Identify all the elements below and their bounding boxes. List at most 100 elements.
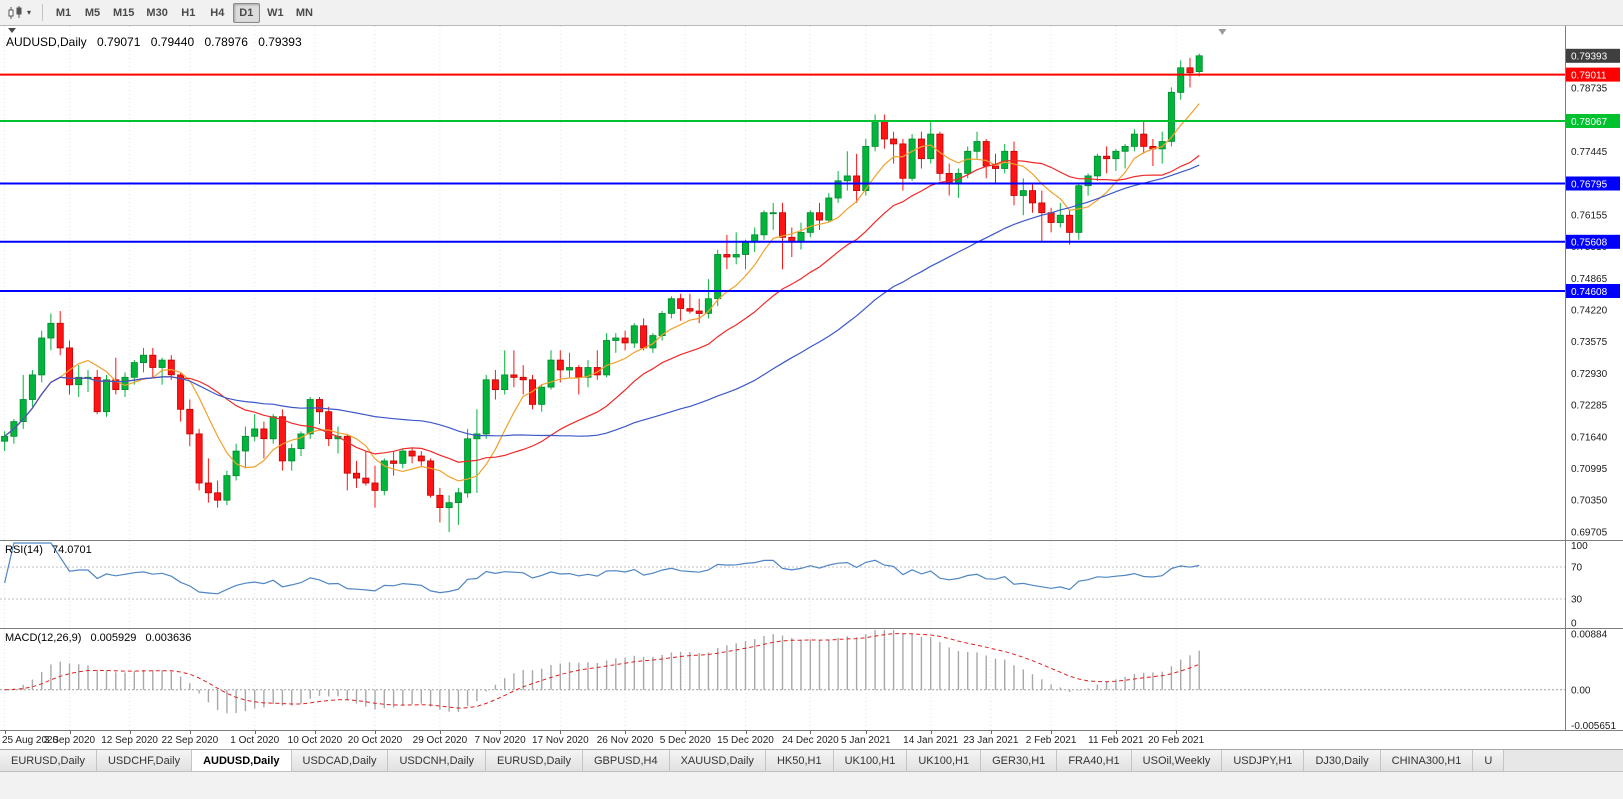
price-axis-label: 0.72930 bbox=[1571, 369, 1608, 380]
macd-main-value: 0.005929 bbox=[90, 632, 137, 644]
time-axis-tick bbox=[314, 731, 316, 734]
chart-ohlc-header: AUDUSD,Daily 0.79071 0.79440 0.78976 0.7… bbox=[6, 35, 309, 49]
time-axis-tick bbox=[1115, 731, 1117, 734]
chart-tab-audusd-daily[interactable]: AUDUSD,Daily bbox=[192, 750, 292, 771]
macd-histogram bbox=[13, 630, 1200, 714]
chart-tab-uk100-h1[interactable]: UK100,H1 bbox=[833, 750, 908, 771]
price-axis-label: 0.76155 bbox=[1571, 210, 1608, 221]
chart-tab-gbpusd-h4[interactable]: GBPUSD,H4 bbox=[583, 750, 670, 771]
timeframe-button-h4[interactable]: H4 bbox=[210, 6, 225, 19]
macd-signal-value: 0.003636 bbox=[145, 632, 192, 644]
price-axis-label: 0.77445 bbox=[1571, 147, 1608, 158]
chart-shift-marker[interactable] bbox=[1218, 29, 1227, 35]
chart-type-button[interactable]: ▾ bbox=[4, 4, 34, 22]
rsi-axis-label: 100 bbox=[1571, 541, 1588, 552]
chart-tab-usdcnh-daily[interactable]: USDCNH,Daily bbox=[388, 750, 487, 771]
chart-tab-usdcad-daily[interactable]: USDCAD,Daily bbox=[291, 750, 389, 771]
chart-tab-xauusd-daily[interactable]: XAUUSD,Daily bbox=[669, 750, 766, 771]
main-chart-canvas[interactable]: 0.787350.780900.774450.768000.761550.755… bbox=[0, 26, 1623, 540]
macd-panel-label: MACD(12,26,9) 0.005929 0.003636 bbox=[5, 632, 197, 644]
timeframe-button-w1[interactable]: W1 bbox=[267, 6, 284, 19]
main-gridlines bbox=[4, 26, 1177, 540]
time-axis-label: 25 Aug 2020 bbox=[2, 735, 59, 746]
time-axis-label: 29 Oct 2020 bbox=[412, 735, 468, 746]
price-tag-0.75608: 0.75608 bbox=[1566, 234, 1620, 249]
ohlc-high-value: 0.79440 bbox=[150, 35, 195, 49]
time-axis-tick bbox=[4, 731, 6, 734]
time-axis-label: 20 Oct 2020 bbox=[347, 735, 403, 746]
chart-tab-china300-h1[interactable]: CHINA300,H1 bbox=[1380, 750, 1474, 771]
price-axis-label: 0.74865 bbox=[1571, 274, 1608, 285]
time-axis-tick bbox=[189, 731, 191, 734]
svg-text:0.79011: 0.79011 bbox=[1571, 70, 1607, 81]
time-axis-tick bbox=[439, 731, 441, 734]
time-axis-label: 20 Feb 2021 bbox=[1148, 735, 1205, 746]
svg-text:0.75608: 0.75608 bbox=[1571, 238, 1608, 249]
timeframe-toolbar: ▾ M1 M5 M15 M30 H1 H4 D1 W1 MN bbox=[0, 0, 1623, 26]
rsi-line bbox=[4, 542, 1200, 595]
timeframe-button-m30[interactable]: M30 bbox=[146, 6, 168, 19]
time-axis-label: 17 Nov 2020 bbox=[531, 735, 589, 746]
timeframe-button-h1[interactable]: H1 bbox=[181, 6, 196, 19]
macd-chart-canvas[interactable]: 0.00884 0.00 -0.005651 bbox=[0, 628, 1623, 730]
price-axis-label: 0.74220 bbox=[1571, 306, 1608, 317]
time-axis-tick bbox=[865, 731, 867, 734]
chart-tab-usdjpy-h1[interactable]: USDJPY,H1 bbox=[1222, 750, 1305, 771]
time-axis-label: 14 Jan 2021 bbox=[903, 735, 959, 746]
time-axis-label: 10 Oct 2020 bbox=[287, 735, 343, 746]
macd-name-label: MACD(12,26,9) bbox=[5, 632, 82, 644]
rsi-current-value: 74.0701 bbox=[51, 544, 92, 556]
ohlc-close-value: 0.79393 bbox=[258, 35, 302, 49]
time-axis-label: 24 Dec 2020 bbox=[781, 735, 839, 746]
ma-7-line bbox=[4, 103, 1200, 482]
timeframe-button-m1[interactable]: M1 bbox=[55, 6, 72, 19]
svg-text:0.76795: 0.76795 bbox=[1571, 179, 1608, 190]
macd-axis-label: 0.00884 bbox=[1571, 629, 1608, 640]
macd-signal-line bbox=[4, 633, 1200, 709]
timeframe-button-d1[interactable]: D1 bbox=[232, 2, 260, 23]
price-tag-0.79393: 0.79393 bbox=[1566, 48, 1620, 63]
price-tag-0.76795: 0.76795 bbox=[1566, 176, 1620, 191]
price-axis-label: 0.70350 bbox=[1571, 496, 1608, 507]
time-axis-label: 12 Sep 2020 bbox=[101, 735, 158, 746]
timeframe-button-m15[interactable]: M15 bbox=[113, 6, 135, 19]
chart-tab-usdchf-daily[interactable]: USDCHF,Daily bbox=[96, 750, 193, 771]
time-axis-label: 5 Jan 2021 bbox=[841, 735, 891, 746]
ma-45-line bbox=[4, 164, 1200, 437]
timeframe-button-mn[interactable]: MN bbox=[295, 6, 313, 19]
chart-tab-ger30-h1[interactable]: GER30,H1 bbox=[981, 750, 1058, 771]
time-axis[interactable]: 25 Aug 2020 3 Sep 2020 12 Sep 2020 22 Sep 2… bbox=[0, 730, 1623, 749]
time-axis-tick bbox=[129, 731, 131, 734]
chart-tab-fra40-h1[interactable]: FRA40,H1 bbox=[1057, 750, 1132, 771]
chart-tab-eurusd-daily[interactable]: EURUSD,Daily bbox=[486, 750, 583, 771]
rsi-axis-label: 70 bbox=[1571, 563, 1583, 574]
chart-tab-u[interactable]: U bbox=[1473, 750, 1505, 771]
chart-tab-dj30-daily[interactable]: DJ30,Daily bbox=[1304, 750, 1381, 771]
time-axis-label: 3 Sep 2020 bbox=[43, 735, 96, 746]
time-axis-label: 23 Jan 2021 bbox=[963, 735, 1019, 746]
timeframe-button-m5[interactable]: M5 bbox=[84, 6, 101, 19]
macd-indicator-panel: 0.00884 0.00 -0.005651 MACD(12,26,9) 0.005… bbox=[0, 628, 1623, 730]
ohlc-low-value: 0.78976 bbox=[204, 35, 248, 49]
price-axis-label: 0.72285 bbox=[1571, 401, 1608, 412]
chart-symbol-label: AUDUSD,Daily bbox=[6, 35, 87, 49]
time-axis-tick bbox=[685, 731, 687, 734]
rsi-panel-label: RSI(14) 74.0701 bbox=[5, 544, 98, 556]
ohlc-open-value: 0.79071 bbox=[97, 35, 141, 49]
chart-tab-usoil-weekly[interactable]: USOil,Weekly bbox=[1131, 750, 1223, 771]
chart-tab-hk50-h1[interactable]: HK50,H1 bbox=[765, 750, 834, 771]
rsi-chart-canvas[interactable]: 100 70 30 0 bbox=[0, 540, 1623, 628]
candlestick-chart-icon bbox=[8, 5, 22, 19]
price-tag-0.74608: 0.74608 bbox=[1566, 284, 1620, 298]
main-chart-panel: 0.787350.780900.774450.768000.761550.755… bbox=[0, 26, 1623, 540]
time-axis-tick bbox=[254, 731, 256, 734]
chart-tab-uk100-h1[interactable]: UK100,H1 bbox=[907, 750, 982, 771]
time-axis-tick bbox=[810, 731, 812, 734]
chart-tab-eurusd-daily[interactable]: EURUSD,Daily bbox=[0, 750, 97, 771]
time-axis-tick bbox=[745, 731, 747, 734]
price-tag-0.79011: 0.79011 bbox=[1566, 67, 1620, 82]
one-click-trading-toggle[interactable] bbox=[8, 28, 16, 33]
ma-20-line bbox=[4, 155, 1200, 463]
chevron-down-icon: ▾ bbox=[27, 8, 32, 17]
